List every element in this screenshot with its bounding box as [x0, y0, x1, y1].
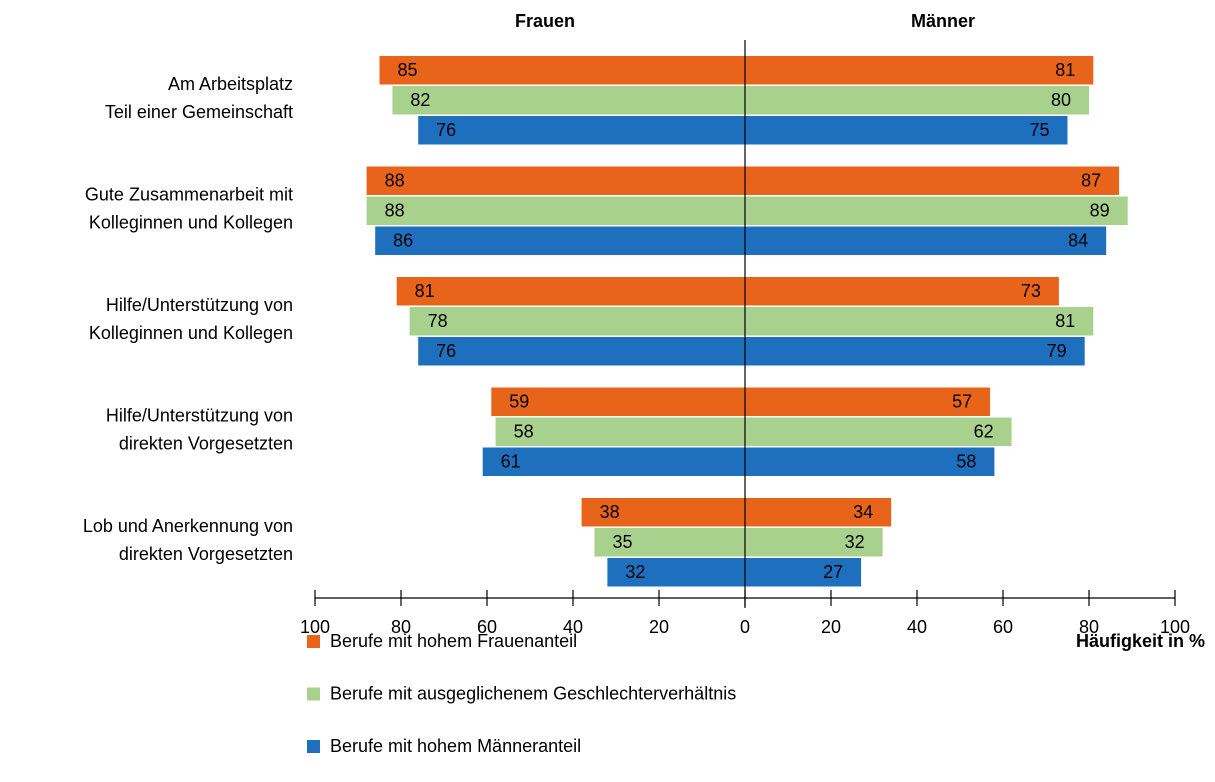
- x-tick-label: 40: [907, 617, 927, 637]
- bar: [745, 417, 1012, 446]
- value-label: 82: [410, 90, 430, 110]
- category-label: Teil einer Gemeinschaft: [105, 102, 293, 122]
- category-label: Gute Zusammenarbeit mit: [85, 184, 293, 204]
- category-label: Hilfe/Unterstützung von: [106, 295, 293, 315]
- bar: [745, 498, 892, 527]
- category-label: Am Arbeitsplatz: [168, 74, 293, 94]
- value-label: 59: [509, 392, 529, 412]
- x-tick-label: 20: [821, 617, 841, 637]
- bar: [745, 307, 1094, 336]
- legend-label: Berufe mit hohem Frauenanteil: [330, 631, 577, 651]
- category-label: direkten Vorgesetzten: [119, 433, 293, 453]
- legend-swatch: [307, 635, 320, 648]
- x-axis-label: Häufigkeit in %: [1076, 631, 1205, 651]
- value-label: 85: [397, 60, 417, 80]
- bar: [745, 166, 1120, 195]
- value-label: 62: [974, 422, 994, 442]
- value-label: 61: [501, 452, 521, 472]
- bar: [491, 387, 745, 416]
- bar: [745, 337, 1085, 366]
- value-label: 73: [1021, 281, 1041, 301]
- right-title: Männer: [911, 11, 975, 31]
- bar: [745, 56, 1094, 85]
- category-label: direkten Vorgesetzten: [119, 544, 293, 564]
- category-label: Kolleginnen und Kollegen: [89, 212, 293, 232]
- legend-label: Berufe mit ausgeglichenem Geschlechterve…: [330, 683, 736, 703]
- bar: [607, 558, 745, 587]
- category-label: Lob und Anerkennung von: [83, 516, 293, 536]
- x-tick-label: 100: [300, 617, 330, 637]
- value-label: 79: [1047, 341, 1067, 361]
- value-label: 86: [393, 231, 413, 251]
- bar: [745, 226, 1107, 255]
- bar: [745, 116, 1068, 145]
- bar: [482, 447, 745, 476]
- value-label: 32: [625, 562, 645, 582]
- value-label: 76: [436, 341, 456, 361]
- bar: [366, 166, 745, 195]
- x-tick-label: 40: [563, 617, 583, 637]
- legend-label: Berufe mit hohem Männeranteil: [330, 736, 581, 756]
- x-tick-label: 60: [477, 617, 497, 637]
- x-tick-label: 0: [740, 617, 750, 637]
- value-label: 88: [385, 201, 405, 221]
- bar: [366, 196, 745, 225]
- value-label: 78: [428, 311, 448, 331]
- bar: [745, 86, 1089, 115]
- value-label: 80: [1051, 90, 1071, 110]
- value-label: 32: [845, 532, 865, 552]
- bar: [418, 116, 745, 145]
- bar: [409, 307, 745, 336]
- x-tick-label: 60: [993, 617, 1013, 637]
- value-label: 58: [956, 452, 976, 472]
- left-title: Frauen: [515, 11, 575, 31]
- bar: [745, 387, 991, 416]
- bar: [379, 56, 745, 85]
- value-label: 89: [1090, 201, 1110, 221]
- value-label: 57: [952, 392, 972, 412]
- bar: [581, 498, 745, 527]
- bar: [396, 277, 745, 306]
- bar: [392, 86, 745, 115]
- value-label: 87: [1081, 171, 1101, 191]
- value-label: 38: [600, 502, 620, 522]
- bar: [495, 417, 745, 446]
- x-tick-label: 80: [391, 617, 411, 637]
- value-label: 84: [1068, 231, 1088, 251]
- value-label: 81: [415, 281, 435, 301]
- value-label: 75: [1029, 120, 1049, 140]
- bar: [418, 337, 745, 366]
- value-label: 35: [612, 532, 632, 552]
- value-label: 58: [514, 422, 534, 442]
- bar: [375, 226, 745, 255]
- bar: [745, 447, 995, 476]
- value-label: 88: [385, 171, 405, 191]
- value-label: 76: [436, 120, 456, 140]
- bar: [745, 558, 862, 587]
- category-label: Kolleginnen und Kollegen: [89, 323, 293, 343]
- legend-swatch: [307, 687, 320, 701]
- value-label: 81: [1055, 311, 1075, 331]
- bar: [745, 528, 883, 557]
- legend-swatch: [307, 740, 320, 753]
- value-label: 27: [823, 562, 843, 582]
- x-tick-label: 20: [649, 617, 669, 637]
- bar: [745, 277, 1059, 306]
- bar: [594, 528, 745, 557]
- value-label: 81: [1055, 60, 1075, 80]
- value-label: 34: [853, 502, 873, 522]
- x-tick-label: 80: [1079, 617, 1099, 637]
- x-tick-label: 100: [1160, 617, 1190, 637]
- category-label: Hilfe/Unterstützung von: [106, 405, 293, 425]
- bar: [745, 196, 1128, 225]
